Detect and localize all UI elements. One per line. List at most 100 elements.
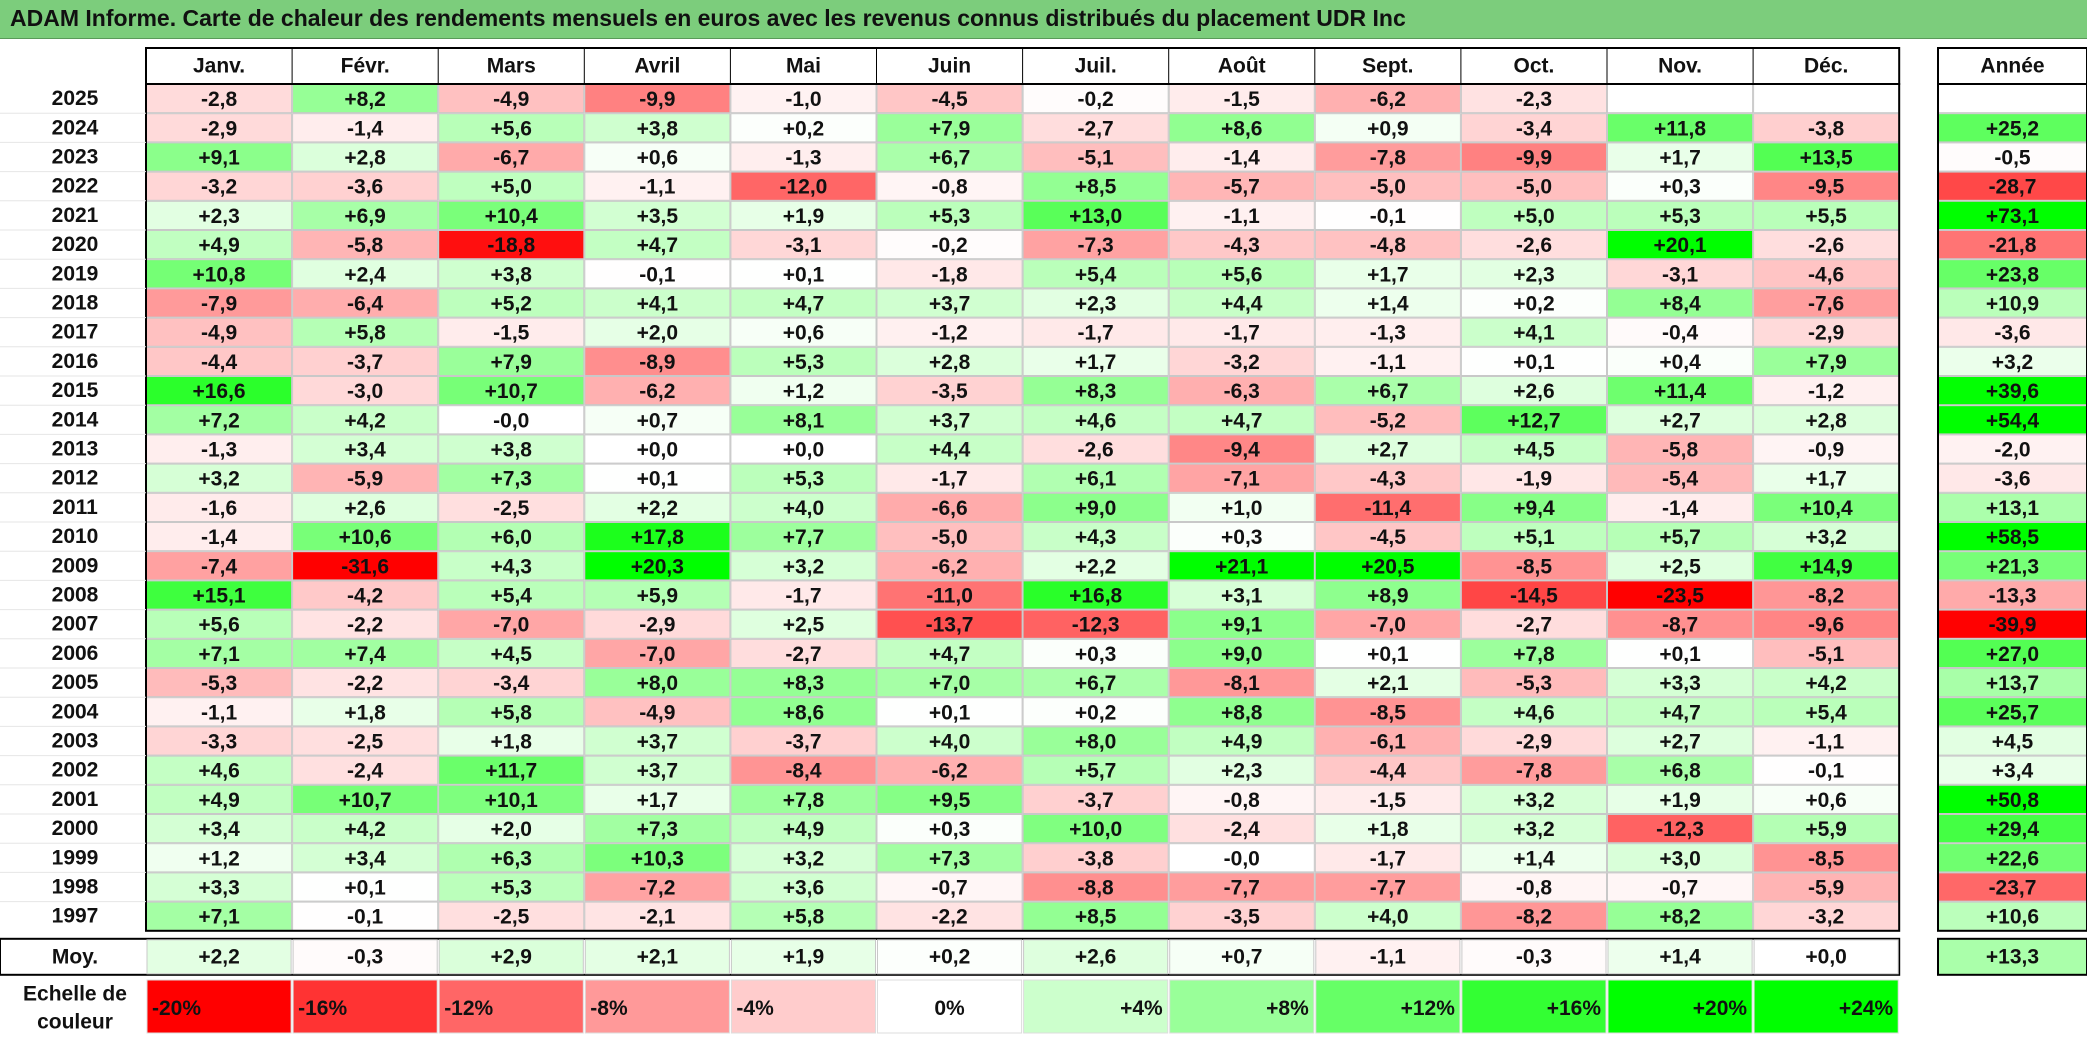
- annual-cell: [1938, 814, 2087, 844]
- heatmap-cell: [730, 405, 877, 435]
- heatmap-cell: [1607, 522, 1754, 552]
- heatmap-cell: [438, 142, 585, 172]
- cell-value: -3,7: [347, 351, 383, 374]
- heatmap-cell: [1460, 609, 1608, 639]
- cell-value: +5,0: [491, 176, 532, 199]
- row-year-label: 1997: [52, 905, 99, 928]
- heatmap-cell: [146, 814, 293, 844]
- heatmap-cell: [1168, 668, 1315, 698]
- cell-value: +1,2: [783, 380, 824, 403]
- heatmap-cell: [1460, 668, 1608, 698]
- cell-value: -8,1: [1224, 672, 1261, 695]
- cell-value: +20,1: [1653, 234, 1706, 257]
- cell-value: -5,0: [1370, 176, 1406, 199]
- heatmap-cell: [876, 755, 1023, 785]
- heatmap-cell: [292, 726, 439, 756]
- heatmap-cell: [1314, 551, 1461, 581]
- cell-value: -3,8: [1808, 117, 1845, 140]
- cell-value: +1,9: [1659, 789, 1700, 812]
- heatmap-cell: [1022, 901, 1169, 931]
- heatmap-cell: [292, 551, 439, 581]
- cell-value: +5,3: [783, 468, 824, 491]
- average-annual-value: +13,3: [1986, 945, 2039, 968]
- cell-value: +3,1: [1221, 585, 1263, 608]
- heatmap-cell: [292, 872, 439, 902]
- heatmap-cell: [730, 113, 877, 143]
- heatmap-cell: [1314, 522, 1461, 552]
- heatmap-cell: [1460, 697, 1608, 727]
- heatmap-cell: [438, 697, 585, 727]
- heatmap-cell: [292, 784, 439, 814]
- cell-value: +0,3: [1659, 176, 1700, 199]
- cell-value: +3,8: [491, 439, 533, 462]
- heatmap-cell: [438, 814, 585, 844]
- heatmap-cell: [1168, 755, 1315, 785]
- heatmap-cell: [1314, 668, 1461, 698]
- cell-value: +3,2: [783, 555, 824, 578]
- heatmap-cell: [730, 522, 877, 552]
- cell-value: +4,2: [344, 409, 385, 432]
- heatmap-cell: [1022, 697, 1169, 727]
- cell-value: -4,3: [1370, 468, 1406, 491]
- cell-value: +6,1: [1075, 468, 1117, 491]
- cell-value: +5,2: [491, 293, 532, 316]
- heatmap-cell: [1607, 463, 1754, 493]
- cell-value: -1,7: [785, 585, 821, 608]
- cell-value: -1,4: [201, 526, 238, 549]
- heatmap-cell: [1022, 142, 1169, 172]
- cell-value: +10,6: [339, 526, 392, 549]
- annual-cell: [1938, 697, 2087, 727]
- color-scale-tick: -8%: [590, 997, 628, 1020]
- heatmap-cell: [1022, 755, 1169, 785]
- heatmap-cell: [1460, 288, 1608, 318]
- annual-value: -28,7: [1989, 176, 2037, 199]
- cell-value: +6,7: [1075, 672, 1116, 695]
- cell-value: +4,7: [1659, 701, 1700, 724]
- heatmap-cell: [584, 755, 731, 785]
- heatmap-cell: [1607, 405, 1754, 435]
- cell-value: -3,3: [201, 731, 237, 754]
- heatmap-cell: [876, 638, 1023, 668]
- heatmap-cell: [1314, 726, 1461, 756]
- cell-value: -7,3: [1078, 234, 1114, 257]
- heatmap-cell: [876, 609, 1023, 639]
- heatmap-cell: [1314, 843, 1461, 873]
- heatmap-cell: [730, 726, 877, 756]
- heatmap-cell: [1607, 580, 1754, 610]
- annual-value: +22,6: [1986, 847, 2039, 870]
- heatmap-cell: [1607, 784, 1754, 814]
- cell-value: +17,8: [631, 526, 684, 549]
- cell-value: +3,7: [637, 731, 678, 754]
- cell-value: +9,0: [1221, 643, 1262, 666]
- heatmap-cell: [1607, 200, 1754, 231]
- heatmap-cell: [1314, 784, 1461, 814]
- cell-value: -1,7: [931, 468, 967, 491]
- heatmap-cell: [1607, 84, 1754, 114]
- color-scale-label: couleur: [37, 1011, 113, 1034]
- heatmap-cell: [730, 872, 877, 902]
- row-year-label: 2025: [52, 87, 99, 110]
- color-scale-swatch: [1169, 979, 1315, 1034]
- cell-value: -2,7: [1078, 117, 1114, 140]
- cell-value: -3,8: [1078, 847, 1115, 870]
- annual-cell: [1938, 84, 2087, 114]
- heatmap-cell: [1168, 551, 1315, 581]
- heatmap-cell: [730, 843, 877, 873]
- heatmap-cell: [438, 113, 585, 143]
- heatmap-cell: [292, 843, 439, 873]
- cell-value: +3,0: [1659, 847, 1700, 870]
- heatmap-cell: [1607, 697, 1754, 727]
- heatmap-cell: [1460, 638, 1608, 668]
- cell-value: +9,4: [1513, 497, 1555, 520]
- cell-value: -1,5: [1224, 88, 1261, 111]
- cell-value: -2,9: [1516, 731, 1552, 754]
- cell-value: +7,7: [783, 526, 824, 549]
- heatmap-cell: [1168, 638, 1315, 668]
- cell-value: +4,2: [344, 818, 385, 841]
- cell-value: -2,4: [347, 760, 384, 783]
- heatmap-cell: [1314, 346, 1461, 376]
- heatmap-cell: [730, 697, 877, 727]
- cell-value: -31,6: [341, 555, 389, 578]
- heatmap-cell: [1753, 259, 1900, 289]
- cell-value: -0,0: [493, 409, 529, 432]
